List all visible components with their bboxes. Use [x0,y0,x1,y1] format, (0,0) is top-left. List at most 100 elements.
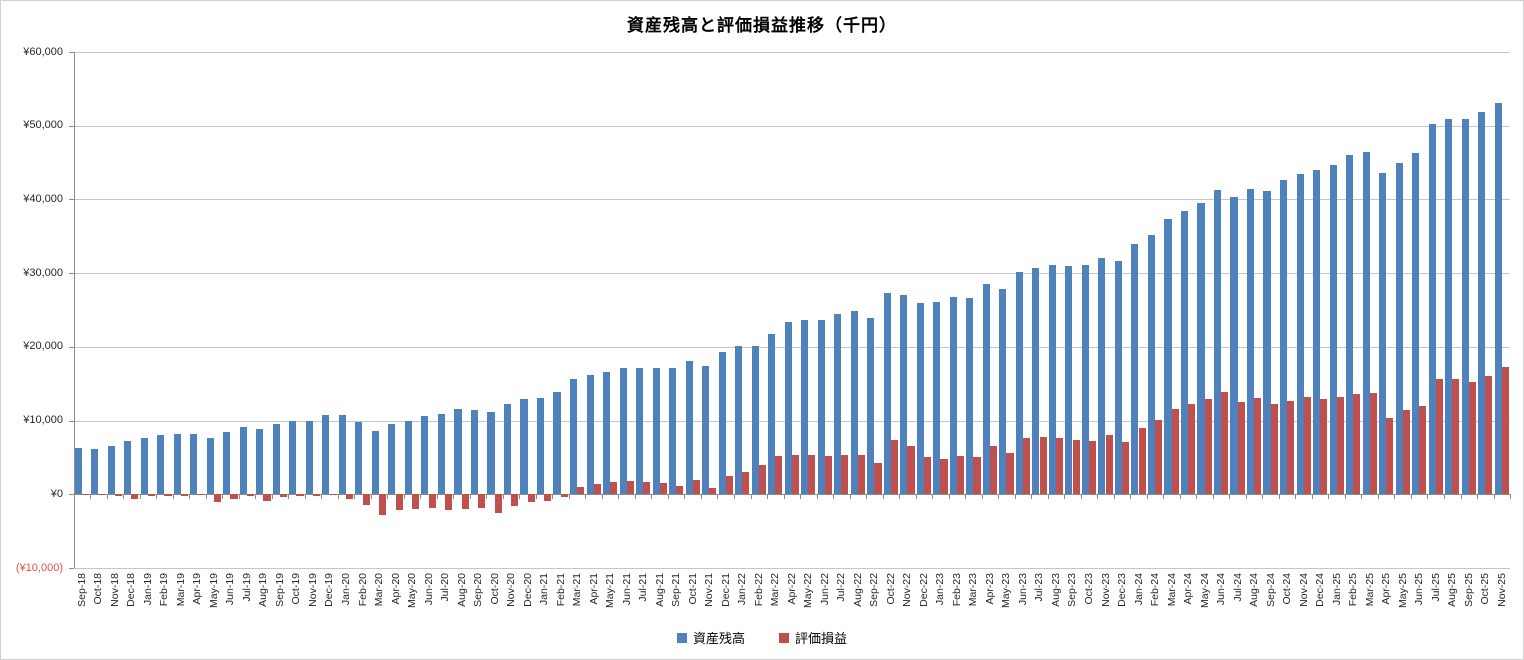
bar-asset-balance [404,421,412,495]
bar-valuation-pnl [1072,439,1080,495]
legend-item-pnl: 評価損益 [779,628,847,647]
bar-valuation-pnl [1452,378,1460,495]
x-axis-label: Jun-19 [224,573,237,606]
bar-valuation-pnl [1155,419,1163,495]
x-axis-tick [1014,494,1016,500]
bar-valuation-pnl [1336,397,1344,495]
bar-asset-balance [239,426,247,495]
bar-asset-balance [784,321,792,495]
bar-valuation-pnl [395,494,403,510]
x-axis-label: Nov-20 [505,573,518,607]
y-axis-label: ¥40,000 [23,192,63,205]
x-axis-label: Feb-23 [950,573,963,607]
x-axis-tick [172,494,174,500]
y-axis-tick [68,273,74,275]
bar-asset-balance [1428,123,1436,495]
x-axis-label: Nov-21 [703,573,716,607]
bar-asset-balance [388,423,396,495]
bar-valuation-pnl [1303,397,1311,495]
x-axis-label: Feb-25 [1347,573,1360,607]
bar-asset-balance [371,430,379,495]
x-axis-label: Aug-20 [455,573,468,607]
x-axis-tick [321,494,323,500]
bar-valuation-pnl [874,463,882,495]
x-axis-tick [1510,494,1511,500]
bar-asset-balance [1230,196,1238,495]
x-axis-tick [1113,494,1115,500]
legend-swatch-asset-icon [676,632,687,643]
bar-asset-balance [1147,234,1155,495]
bar-valuation-pnl [1089,441,1097,495]
bar-valuation-pnl [907,445,915,495]
bar-asset-balance [1263,191,1271,495]
bar-asset-balance [454,408,462,495]
x-axis-label: Jun-20 [422,573,435,606]
bar-valuation-pnl [923,457,932,495]
x-axis-label: Nov-22 [901,573,914,607]
x-axis-label: Jul-22 [835,573,848,602]
x-axis-tick [601,494,603,500]
bar-valuation-pnl [1122,442,1130,495]
bar-asset-balance [1032,268,1040,495]
x-axis-tick [1410,494,1412,500]
x-axis-label: Oct-25 [1479,573,1492,605]
legend: 資産残高 評価損益 [1,628,1523,647]
bar-valuation-pnl [263,494,271,501]
bar-asset-balance [1296,173,1304,495]
bar-valuation-pnl [1254,397,1262,495]
x-axis-label: Aug-22 [851,573,864,607]
bar-valuation-pnl [593,483,601,495]
x-axis-tick [189,494,191,500]
x-axis-label: Jun-21 [620,573,633,606]
bar-valuation-pnl [98,494,106,496]
bar-asset-balance [1346,155,1354,495]
bar-asset-balance [916,302,924,495]
x-axis-tick [387,494,389,500]
bar-valuation-pnl [692,480,700,495]
bar-asset-balance [124,441,132,495]
bar-valuation-pnl [1468,381,1476,495]
bar-valuation-pnl [1320,398,1328,495]
x-axis-tick [700,494,702,500]
bar-valuation-pnl [213,494,222,502]
bar-valuation-pnl [1039,437,1047,495]
bar-valuation-pnl [1221,391,1229,495]
bar-valuation-pnl [527,494,535,502]
y-axis-label: (¥10,000) [15,561,63,574]
x-axis-tick [783,494,785,500]
bar-asset-balance [735,346,743,495]
bar-valuation-pnl [1485,375,1493,495]
x-axis-tick [866,494,868,500]
bar-valuation-pnl [1402,409,1410,495]
gridline [73,273,1510,275]
bar-asset-balance [355,422,363,495]
bar-valuation-pnl [1056,437,1064,495]
x-axis-tick [585,494,587,500]
bar-asset-balance [1362,151,1370,495]
x-axis-tick [1278,494,1280,500]
x-axis-label: Apr-23 [983,573,996,605]
bar-asset-balance [669,368,677,495]
x-axis-tick [123,494,124,500]
bar-asset-balance [1379,172,1387,495]
x-axis-label: Sep-23 [1066,573,1079,607]
x-axis-label: Mar-24 [1165,573,1178,607]
x-axis-label: Mar-22 [769,573,782,607]
x-axis-label: Apr-21 [587,573,600,605]
x-axis-label: Feb-21 [554,573,567,607]
bar-asset-balance [768,333,776,495]
bar-asset-balance [1213,189,1222,495]
legend-label-asset: 資産残高 [692,631,745,646]
bar-asset-balance [949,296,957,495]
x-axis-tick [717,494,719,500]
x-axis-label: Oct-19 [290,573,303,605]
x-axis-label: Jun-24 [1215,573,1227,606]
x-axis-tick [502,494,504,500]
x-axis-label: Jun-22 [818,573,831,606]
x-axis-tick [948,494,950,500]
x-axis-tick [403,494,405,500]
x-axis-label: Sep-20 [472,573,484,607]
x-axis-label: Apr-22 [785,573,798,605]
bar-valuation-pnl [197,494,205,496]
